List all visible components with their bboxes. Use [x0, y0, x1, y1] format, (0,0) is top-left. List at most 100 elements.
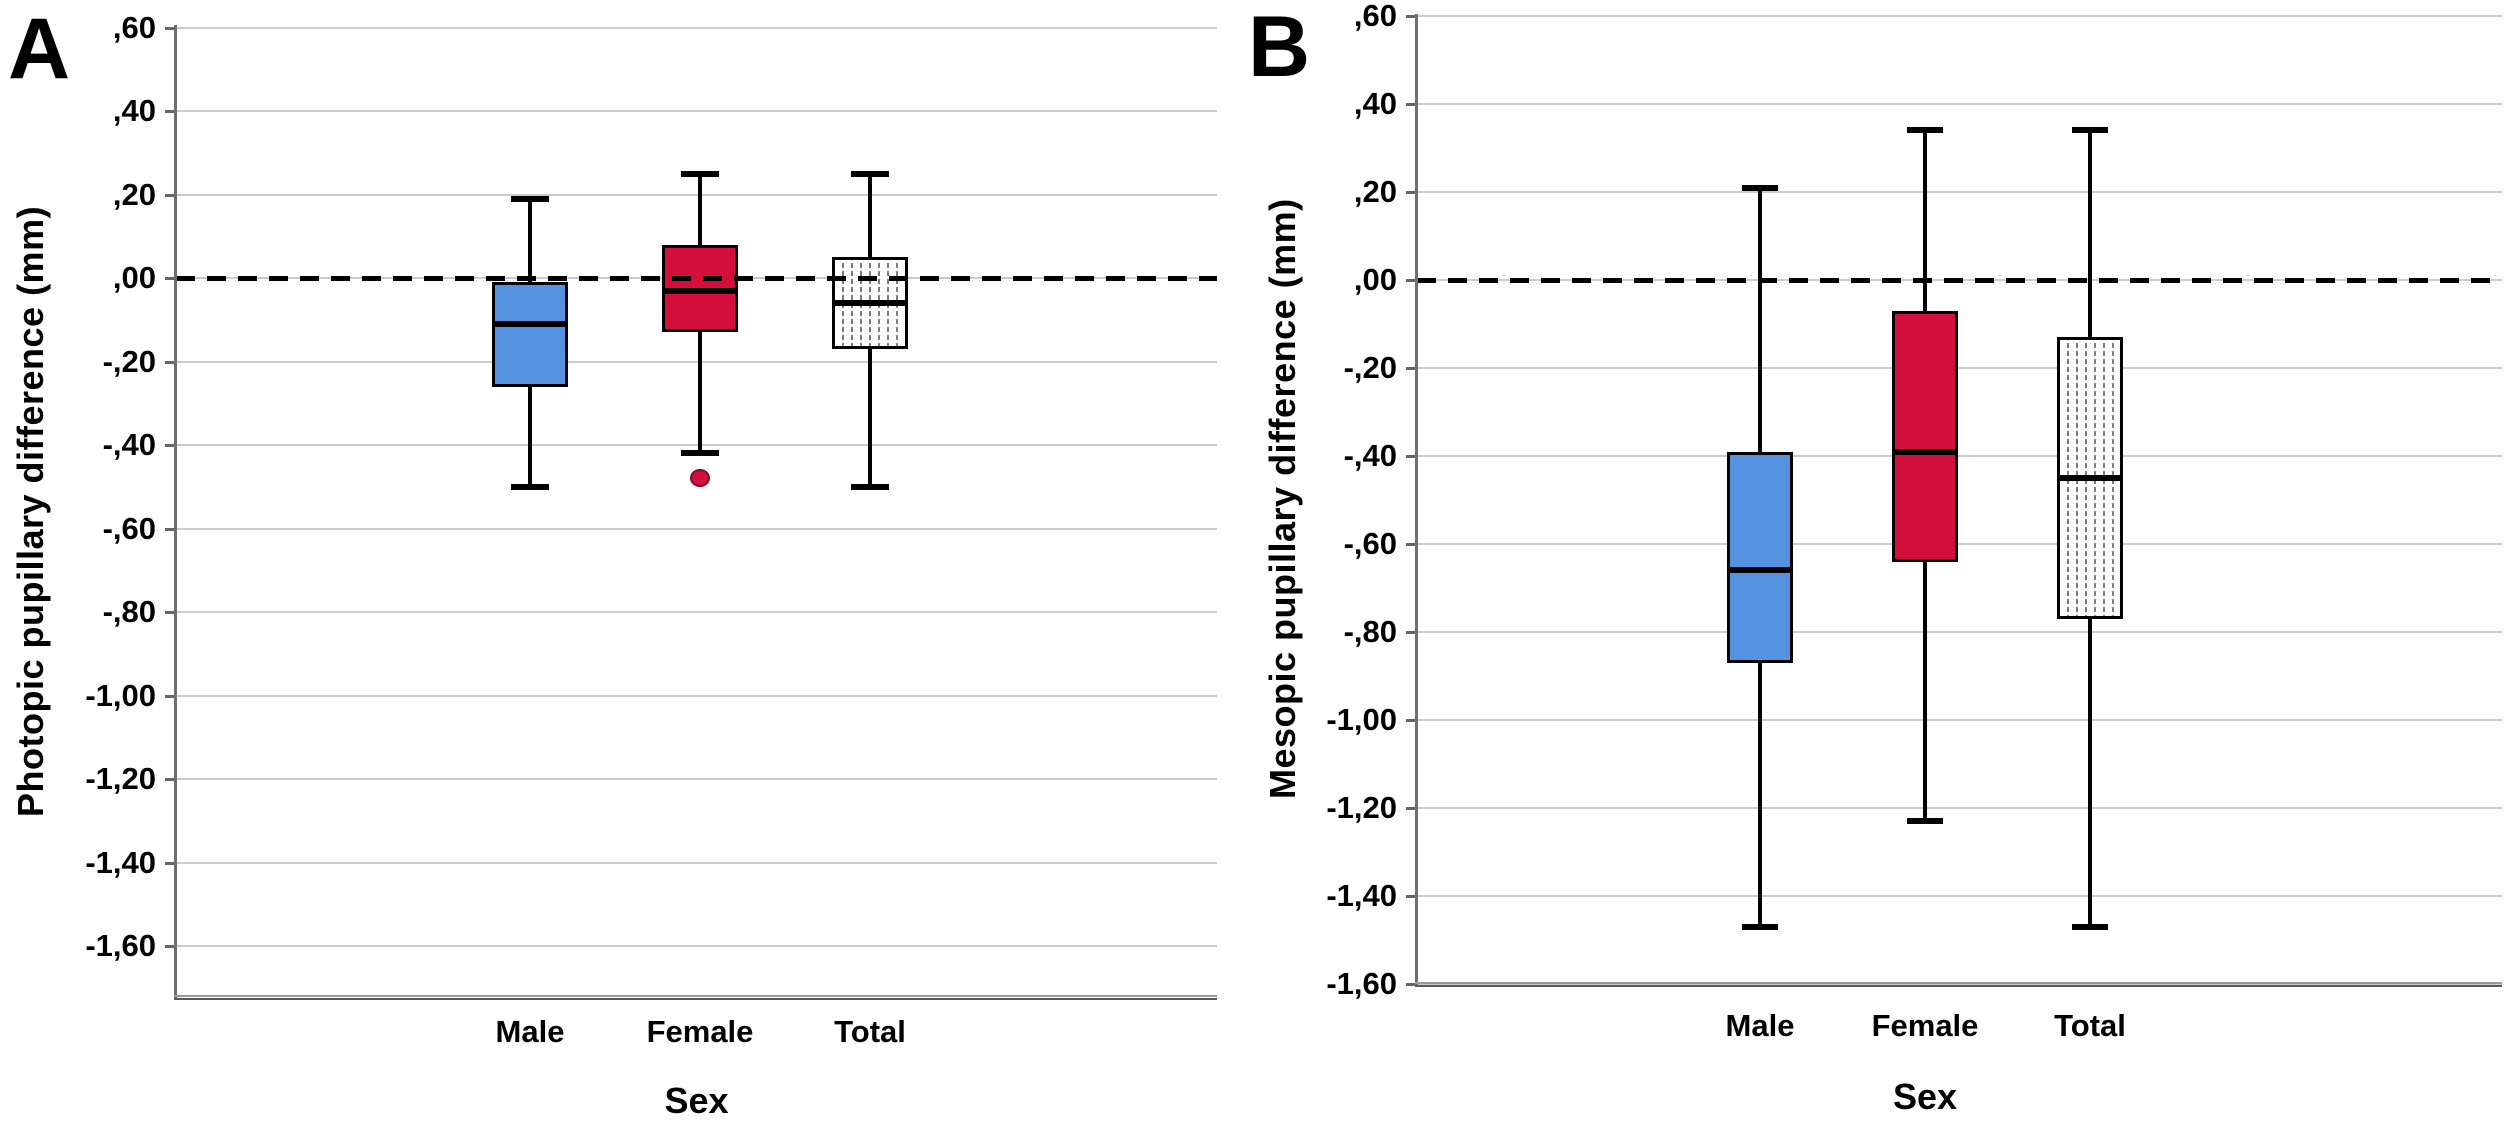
y-tick-label: -1,00 [1326, 702, 1397, 737]
x-axis-line-shadow [174, 998, 1217, 1000]
category-label-female: Female [646, 1014, 754, 1049]
y-tick-mark [165, 193, 176, 197]
category-label-total: Total [2054, 1008, 2126, 1043]
whisker-cap-low-female [1907, 818, 1943, 825]
whisker-lower-male [1758, 662, 1762, 927]
x-axis-title-sex-panel-a: Sex [664, 1080, 729, 1121]
whisker-cap-high-total [2072, 127, 2108, 134]
y-tick-mark [1406, 807, 1417, 810]
y-tick-mark [165, 861, 176, 865]
gridline [176, 360, 1217, 363]
box-male [492, 282, 568, 387]
y-tick-label: ,00 [1353, 262, 1397, 297]
y-tick-label: ,00 [112, 260, 156, 295]
whisker-cap-low-total [2072, 923, 2108, 930]
whisker-cap-high-female [1907, 127, 1943, 134]
y-tick-mark [1406, 455, 1417, 458]
whisker-lower-female [1923, 561, 1927, 822]
whisker-upper-total [2088, 130, 2092, 338]
gridline [176, 26, 1217, 29]
y-tick-mark [1406, 279, 1417, 282]
y-tick-label: -,20 [102, 343, 156, 379]
y-tick-label: -,60 [1343, 526, 1397, 561]
gridline [1417, 543, 2502, 545]
box-female [1892, 310, 1958, 562]
gridline [1417, 15, 2502, 17]
y-tick-mark [1406, 719, 1417, 722]
x-axis-line [1415, 982, 2502, 984]
y-tick-mark [165, 694, 176, 698]
gridline [1417, 631, 2502, 633]
panel-a-letter: A [8, 1, 71, 97]
y-tick-label: -,60 [102, 510, 156, 546]
gridline [176, 110, 1217, 112]
y-tick-mark [165, 444, 176, 447]
category-label-female: Female [1871, 1008, 1979, 1043]
y-axis-line [174, 25, 177, 1000]
median-line-female [1895, 448, 1955, 455]
x-axis-line [174, 995, 1217, 997]
gridline [176, 193, 1217, 196]
y-tick-mark [165, 527, 176, 531]
whisker-cap-low-male [1742, 923, 1778, 930]
y-tick-label: -,40 [1343, 438, 1397, 473]
y-tick-mark [1406, 895, 1417, 898]
category-label-male: Male [495, 1014, 565, 1049]
y-tick-mark [165, 360, 176, 364]
x-axis-title-sex-panel-b: Sex [1892, 1076, 1958, 1117]
gridline [1417, 367, 2502, 369]
gridline [176, 444, 1217, 446]
gridline [1417, 983, 2502, 985]
x-axis-line-shadow [1415, 985, 2502, 987]
y-tick-mark [1406, 191, 1417, 194]
y-tick-mark [165, 611, 176, 614]
whisker-upper-male [1758, 187, 1762, 452]
gridline [1417, 719, 2502, 721]
y-axis-title-mesopic: Mesopic pupillary difference (mm) [1262, 198, 1303, 800]
box-male [1727, 451, 1793, 663]
y-tick-label: -1,20 [1326, 790, 1397, 825]
whisker-cap-high-total [851, 170, 889, 177]
y-tick-label: ,40 [1353, 86, 1397, 121]
gridline [176, 861, 1217, 864]
median-line-total [2060, 475, 2120, 481]
whisker-cap-low-male [511, 483, 549, 490]
y-tick-mark [165, 277, 176, 280]
whisker-upper-female [1923, 130, 1927, 311]
whisker-cap-high-female [681, 170, 719, 177]
category-label-male: Male [1725, 1008, 1795, 1043]
y-tick-mark [165, 778, 176, 781]
y-tick-label: ,60 [112, 9, 156, 45]
gridline [176, 694, 1217, 697]
y-tick-mark [165, 110, 176, 113]
outlier-point-female [690, 469, 710, 488]
panel-b-letter: B [1248, 0, 1311, 95]
gridline [176, 527, 1217, 530]
y-axis-line [1415, 14, 1418, 987]
gridline [1417, 455, 2502, 457]
y-tick-mark [1406, 983, 1417, 986]
y-tick-label: -1,60 [1326, 966, 1397, 1001]
gridline [176, 945, 1217, 947]
y-tick-mark [1406, 103, 1417, 106]
y-tick-label: -1,40 [1326, 878, 1397, 913]
whisker-cap-high-male [511, 195, 549, 202]
y-tick-mark [165, 945, 176, 948]
y-tick-label: -,20 [1343, 350, 1397, 385]
zero-reference-line [1417, 278, 2502, 283]
y-tick-label: ,40 [112, 93, 156, 128]
whisker-cap-low-total [851, 483, 889, 490]
gridline [1417, 807, 2502, 809]
y-tick-label: ,20 [1353, 174, 1397, 209]
whisker-upper-male [528, 198, 532, 283]
whisker-lower-total [868, 348, 872, 487]
zero-reference-line [176, 276, 1217, 281]
y-tick-label: ,60 [1353, 0, 1397, 33]
y-tick-mark [1406, 543, 1417, 546]
whisker-lower-total [2088, 618, 2092, 927]
y-tick-mark [1406, 15, 1417, 18]
whisker-cap-low-female [681, 450, 719, 457]
median-line-female [665, 287, 735, 294]
y-tick-label: -,40 [102, 427, 156, 462]
